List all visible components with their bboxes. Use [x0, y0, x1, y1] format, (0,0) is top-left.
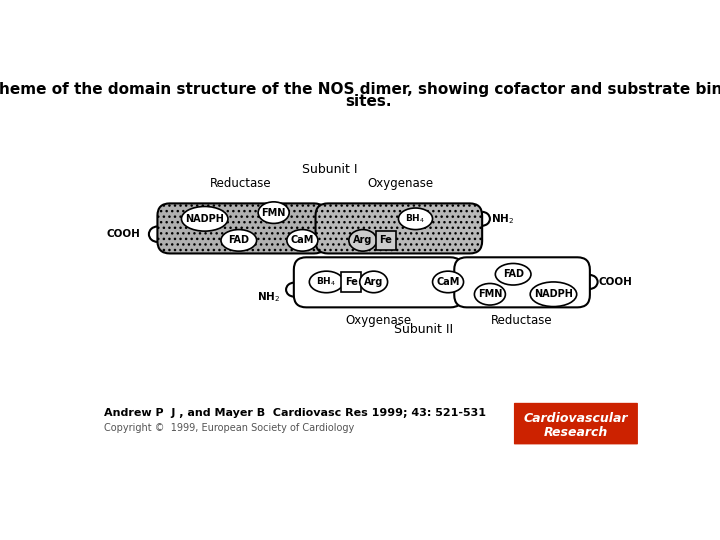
Text: BH$_4$: BH$_4$: [316, 276, 336, 288]
Ellipse shape: [495, 264, 531, 285]
Text: COOH: COOH: [107, 229, 140, 239]
Text: NH$_2$: NH$_2$: [490, 212, 514, 226]
Bar: [377, 231, 396, 250]
Text: FMN: FMN: [477, 289, 502, 299]
Text: Oxygenase: Oxygenase: [345, 314, 411, 327]
Text: NADPH: NADPH: [185, 214, 224, 224]
Text: Reductase: Reductase: [210, 177, 272, 190]
FancyBboxPatch shape: [294, 257, 463, 307]
Ellipse shape: [221, 230, 256, 251]
Ellipse shape: [310, 271, 343, 293]
FancyBboxPatch shape: [158, 204, 326, 253]
Text: Copyright ©  1999, European Society of Cardiology: Copyright © 1999, European Society of Ca…: [104, 423, 354, 433]
FancyBboxPatch shape: [315, 204, 482, 253]
Text: CaM: CaM: [291, 235, 314, 245]
Ellipse shape: [360, 271, 387, 293]
Text: Arg: Arg: [364, 277, 383, 287]
Text: sites.: sites.: [346, 94, 392, 109]
Ellipse shape: [530, 282, 577, 307]
Text: Fe: Fe: [379, 235, 392, 245]
Text: Arg: Arg: [353, 235, 372, 245]
FancyBboxPatch shape: [454, 257, 590, 307]
Ellipse shape: [474, 284, 505, 305]
Text: Cardiovascular: Cardiovascular: [523, 411, 628, 425]
FancyBboxPatch shape: [514, 403, 638, 444]
Text: NH$_2$: NH$_2$: [257, 291, 280, 304]
Text: Andrew P  J , and Mayer B  Cardiovasc Res 1999; 43: 521-531: Andrew P J , and Mayer B Cardiovasc Res …: [104, 408, 486, 418]
Ellipse shape: [181, 206, 228, 231]
Text: COOH: COOH: [598, 277, 632, 287]
Ellipse shape: [433, 271, 464, 293]
Ellipse shape: [349, 230, 377, 251]
Text: NADPH: NADPH: [534, 289, 573, 299]
Text: Oxygenase: Oxygenase: [367, 177, 433, 190]
Text: FAD: FAD: [503, 269, 523, 279]
Text: Subunit I: Subunit I: [302, 164, 358, 177]
Text: Scheme of the domain structure of the NOS dimer, showing cofactor and substrate : Scheme of the domain structure of the NO…: [0, 82, 720, 97]
Ellipse shape: [258, 202, 289, 224]
Text: Research: Research: [544, 426, 608, 438]
Text: Reductase: Reductase: [491, 314, 552, 327]
Text: Subunit II: Subunit II: [394, 323, 453, 336]
Text: FAD: FAD: [228, 235, 249, 245]
Ellipse shape: [398, 208, 433, 230]
Text: Fe: Fe: [345, 277, 358, 287]
Text: BH$_4$: BH$_4$: [405, 213, 426, 225]
Text: FMN: FMN: [261, 208, 286, 218]
Bar: [341, 272, 361, 292]
Ellipse shape: [287, 230, 318, 251]
Text: CaM: CaM: [436, 277, 460, 287]
